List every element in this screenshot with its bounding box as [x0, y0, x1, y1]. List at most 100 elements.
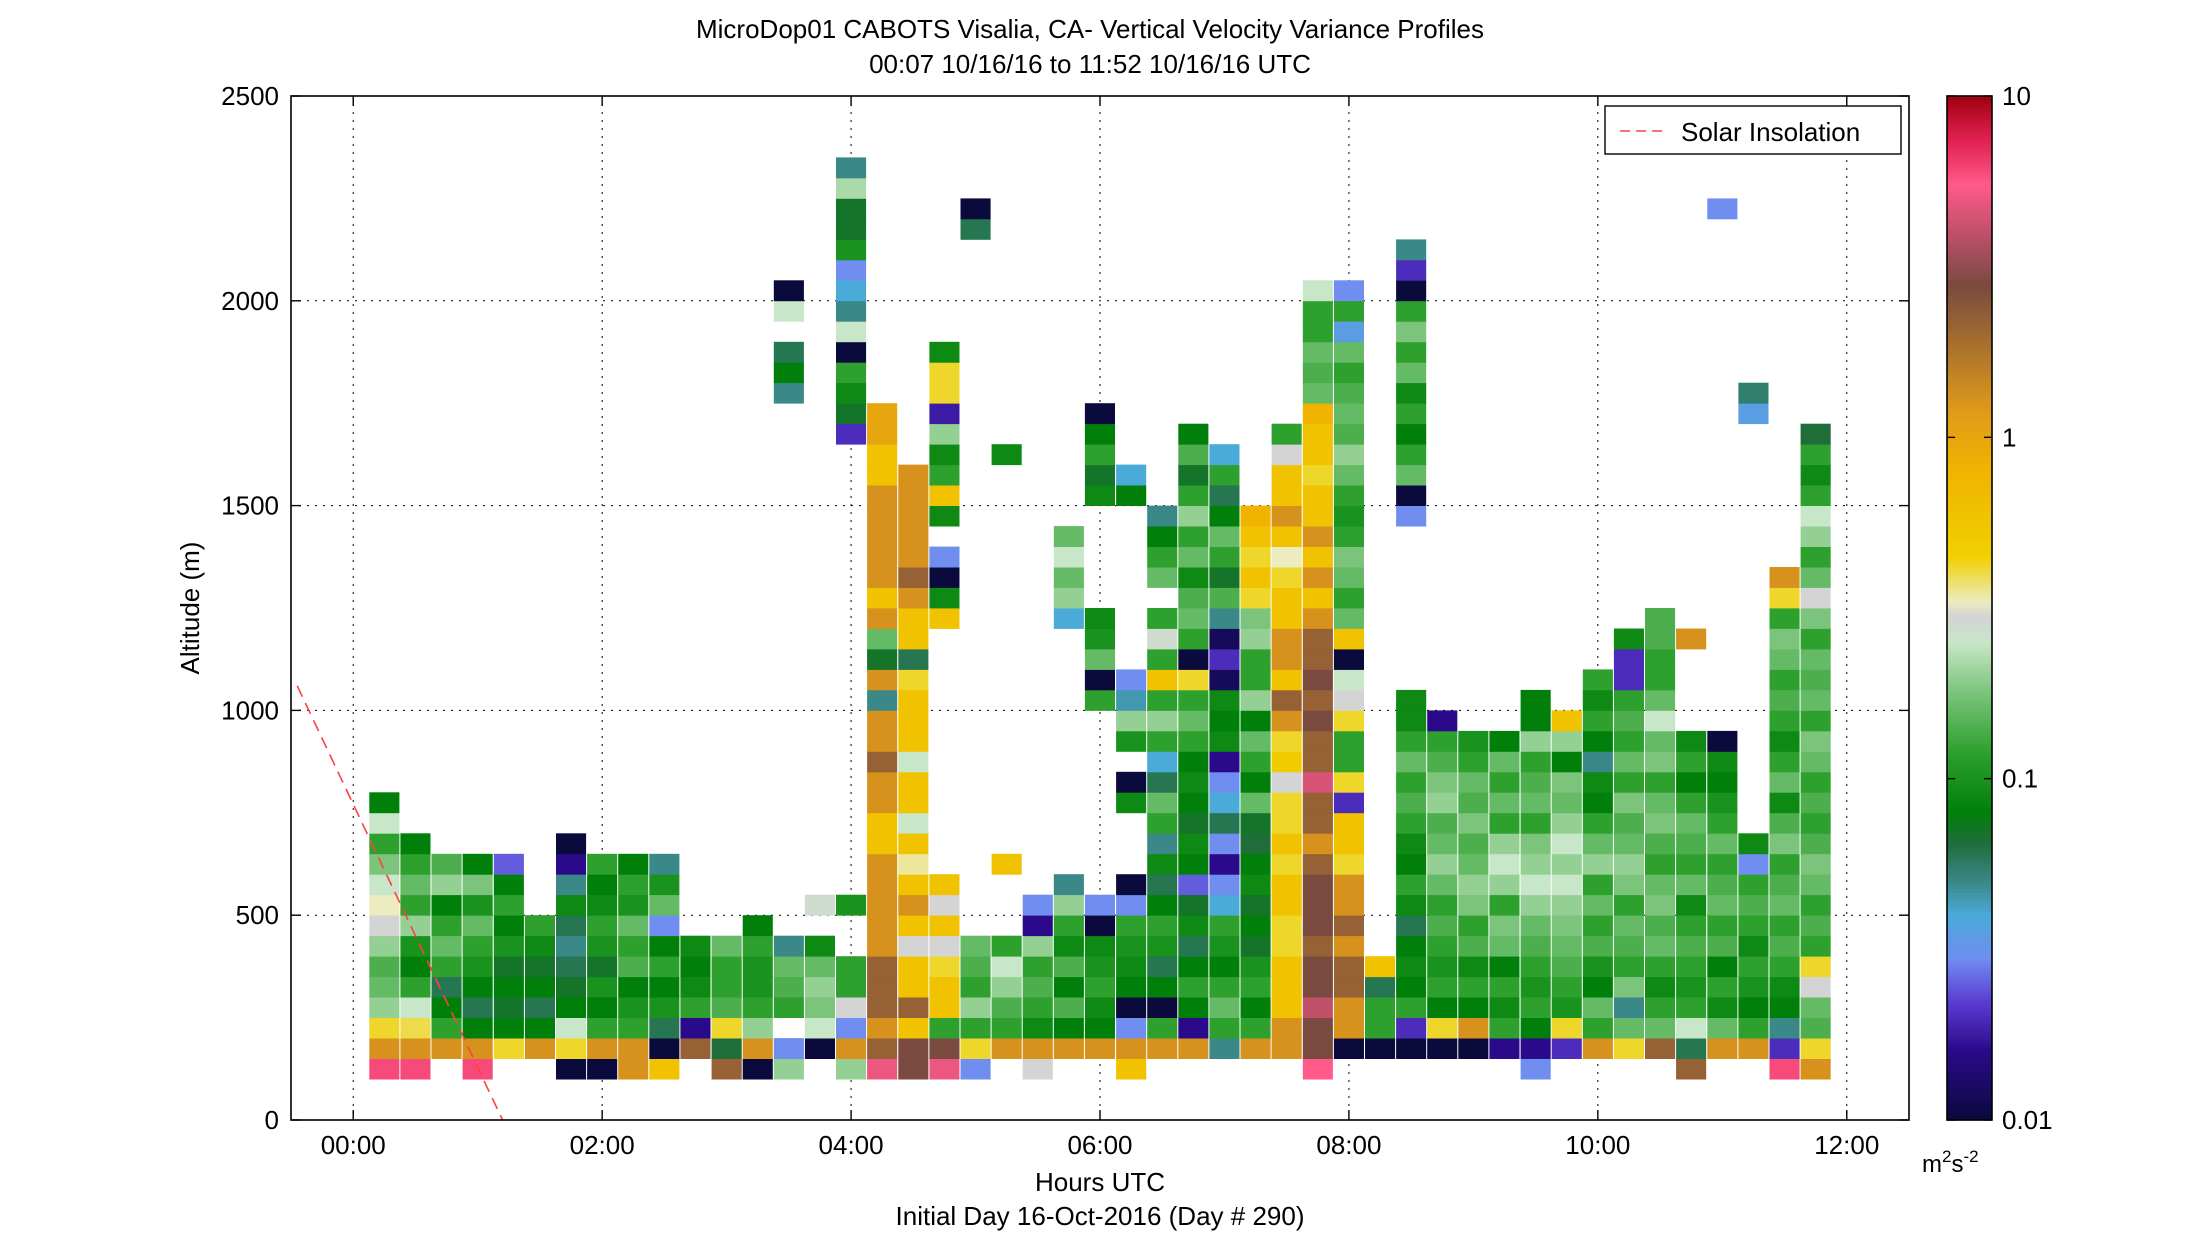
variance-cell: [1271, 874, 1302, 896]
variance-cell: [556, 935, 587, 957]
variance-cell: [1022, 915, 1053, 937]
variance-cell: [1551, 976, 1582, 998]
variance-cell: [1551, 853, 1582, 875]
variance-cell: [556, 1038, 587, 1059]
variance-cell: [1520, 915, 1551, 937]
colorbar-segment: [1947, 380, 1992, 385]
variance-cell: [1427, 751, 1458, 773]
variance-cell: [1333, 874, 1364, 896]
variance-cell: [929, 608, 960, 629]
variance-cell: [1333, 853, 1364, 875]
variance-cell: [1302, 771, 1333, 793]
variance-cell: [1800, 1058, 1831, 1080]
variance-cell: [1396, 853, 1427, 875]
variance-cell: [1396, 935, 1427, 957]
variance-cell: [587, 997, 618, 1018]
variance-cell: [1209, 649, 1240, 670]
variance-cell: [1240, 874, 1271, 896]
variance-cell: [618, 935, 649, 957]
variance-cell: [1613, 628, 1644, 650]
variance-cell: [1084, 997, 1115, 1018]
variance-cell: [431, 894, 462, 916]
variance-cell: [1084, 444, 1115, 466]
variance-cell: [1178, 608, 1209, 629]
variance-cell: [1676, 1017, 1707, 1039]
variance-cell: [1769, 1038, 1800, 1059]
variance-cell: [1271, 444, 1302, 466]
legend-box[interactable]: Solar Insolation: [1604, 105, 1902, 155]
variance-cell: [929, 505, 960, 527]
variance-cell: [1427, 792, 1458, 814]
variance-cell: [1769, 853, 1800, 875]
variance-cell: [1116, 792, 1147, 814]
variance-cell: [1178, 526, 1209, 547]
variance-cell: [1209, 526, 1240, 547]
colorbar-segment: [1947, 788, 1992, 793]
colorbar-segment: [1947, 504, 1992, 509]
y-tick-label: 1500: [221, 491, 279, 521]
variance-cell: [1800, 812, 1831, 834]
variance-cell: [1489, 1038, 1520, 1059]
variance-cell: [493, 915, 524, 937]
colorbar-segment: [1947, 844, 1992, 849]
variance-cell: [1458, 730, 1489, 752]
variance-cell: [1084, 403, 1115, 425]
variance-cell: [1333, 608, 1364, 629]
colorbar-segment: [1947, 280, 1992, 285]
variance-cell: [1707, 730, 1738, 752]
colorbar-segment: [1947, 296, 1992, 301]
variance-cell: [1084, 935, 1115, 957]
variance-cell: [1302, 403, 1333, 425]
variance-cell: [867, 997, 898, 1018]
variance-cell: [836, 321, 867, 343]
variance-cell: [836, 403, 867, 425]
variance-cell: [1800, 669, 1831, 691]
variance-cell: [1458, 894, 1489, 916]
variance-cell: [1302, 956, 1333, 978]
variance-cell: [556, 874, 587, 896]
colorbar-segment: [1947, 968, 1992, 973]
x-tick-label: 10:00: [1565, 1130, 1630, 1160]
colorbar-segment: [1947, 388, 1992, 393]
variance-cell: [1022, 894, 1053, 916]
variance-cell: [1178, 649, 1209, 670]
variance-cell: [1147, 505, 1178, 527]
colorbar-segment: [1947, 576, 1992, 581]
variance-cell: [929, 935, 960, 957]
variance-cell: [1613, 833, 1644, 855]
variance-cell: [929, 341, 960, 363]
colorbar-segment: [1947, 932, 1992, 937]
variance-cell: [1147, 526, 1178, 547]
variance-cell: [524, 935, 555, 957]
variance-cell: [867, 1058, 898, 1080]
variance-cell: [1302, 423, 1333, 445]
variance-cell: [742, 1058, 773, 1080]
variance-cell: [1147, 669, 1178, 691]
variance-cell: [1178, 546, 1209, 568]
variance-cell: [1147, 546, 1178, 568]
variance-cell: [1271, 649, 1302, 670]
variance-cell: [929, 382, 960, 404]
variance-cell: [1458, 874, 1489, 896]
colorbar-segment: [1947, 640, 1992, 645]
variance-cell: [400, 956, 431, 978]
variance-cell: [898, 976, 929, 998]
variance-cell: [1582, 956, 1613, 978]
variance-cell: [680, 997, 711, 1018]
variance-cell: [431, 935, 462, 957]
variance-cell: [773, 300, 804, 322]
variance-cell: [929, 1038, 960, 1059]
variance-cell: [1240, 792, 1271, 814]
colorbar-segment: [1947, 1056, 1992, 1061]
colorbar-segment: [1947, 268, 1992, 273]
variance-cell: [1582, 915, 1613, 937]
colorbar-segment: [1947, 236, 1992, 241]
variance-cell: [1396, 915, 1427, 937]
variance-cell: [1084, 976, 1115, 998]
colorbar-segment: [1947, 876, 1992, 881]
variance-cell: [1147, 976, 1178, 998]
variance-cell: [1458, 956, 1489, 978]
variance-cell: [1209, 1038, 1240, 1059]
colorbar-segment: [1947, 212, 1992, 217]
